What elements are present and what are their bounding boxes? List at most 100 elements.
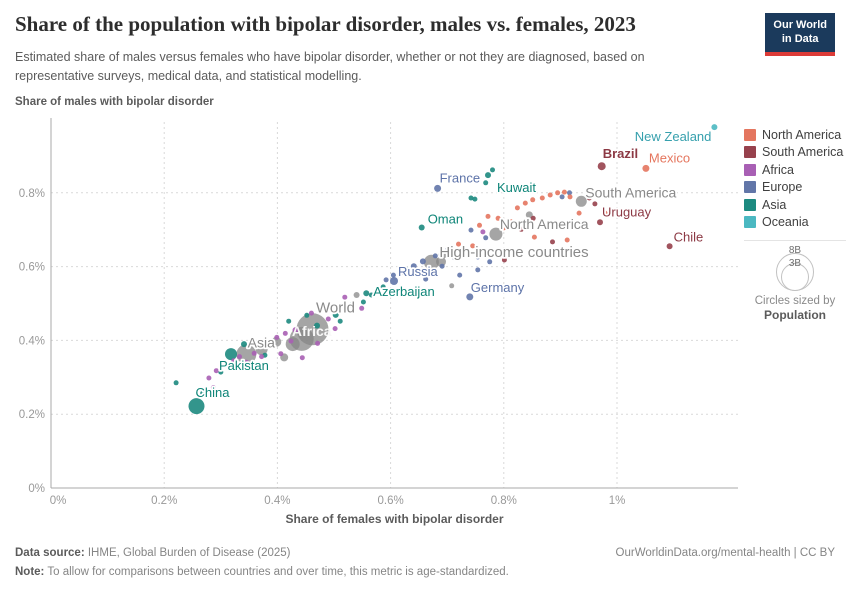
data-point-n_america[interactable] [501,225,507,231]
data-point-s_america[interactable] [501,257,507,263]
data-point-africa[interactable] [315,340,321,346]
data-point-n_america[interactable] [485,213,491,219]
legend-item-south-america[interactable]: South America [744,144,846,162]
data-point-africa[interactable] [220,362,225,368]
data-point-s_america[interactable] [550,239,555,245]
data-point-chile[interactable] [666,243,673,250]
data-point-agg[interactable] [271,336,282,347]
data-point-agg[interactable] [525,211,533,219]
data-point-agg[interactable] [449,283,455,289]
data-point-africa[interactable] [480,229,486,235]
legend-item-oceania[interactable]: Oceania [744,214,846,232]
data-point-asia[interactable] [380,284,386,290]
data-point-n_america[interactable] [576,210,582,216]
data-point-africa[interactable] [210,385,216,391]
data-point-asia[interactable] [360,299,366,305]
data-point-asia[interactable] [173,380,179,386]
data-point-africa[interactable] [237,354,242,360]
data-point-asia[interactable] [368,292,374,298]
owid-logo[interactable]: Our World in Data [765,13,835,56]
data-point-africa[interactable] [308,310,314,316]
data-point-africa[interactable] [243,359,249,365]
data-point-asia[interactable] [468,195,474,201]
data-point-europe[interactable] [419,258,426,265]
data-point-asia[interactable] [472,196,478,202]
data-point-asia[interactable] [218,369,224,375]
data-point-north-america[interactable] [489,227,503,241]
data-point-asia[interactable] [200,390,206,396]
data-point-africa[interactable] [274,334,280,340]
data-point-africa[interactable] [292,327,299,334]
data-point-n_america[interactable] [495,215,501,221]
data-point-europe[interactable] [432,253,438,259]
data-point-europe[interactable] [452,255,458,261]
data-point-europe[interactable] [383,277,389,283]
data-point-asia[interactable] [483,180,489,186]
data-point-asia[interactable] [236,344,257,365]
data-point-europe[interactable] [475,254,481,260]
data-point-asia[interactable] [235,365,241,371]
data-point-europe[interactable] [567,190,572,196]
data-point-europe[interactable] [423,276,429,282]
data-point-asia[interactable] [332,311,339,318]
data-point-europe[interactable] [457,272,463,278]
data-point-n_america[interactable] [522,200,528,206]
data-point-asia[interactable] [241,341,247,348]
data-point-africa[interactable] [325,316,331,322]
data-point-germany[interactable] [466,293,474,301]
data-point-asia[interactable] [490,167,495,173]
data-point-europe[interactable] [390,272,396,278]
owid-citation-link[interactable]: OurWorldinData.org/mental-health | CC BY [615,547,835,559]
data-point-europe[interactable] [399,268,406,275]
data-point-europe[interactable] [445,247,451,253]
data-point-new-zealand[interactable] [711,124,718,131]
data-point-africa[interactable] [231,358,237,364]
data-point-asia[interactable] [250,338,256,344]
data-point-n_america[interactable] [514,205,520,211]
data-point-s_america[interactable] [586,195,592,201]
data-point-n_america[interactable] [470,243,476,249]
data-point-n_america[interactable] [547,192,553,198]
data-point-russia[interactable] [390,277,398,285]
data-point-n_america[interactable] [477,222,482,228]
data-point-europe[interactable] [439,263,445,269]
legend-item-asia[interactable]: Asia [744,196,846,214]
data-point-europe[interactable] [468,227,474,233]
data-point-africa[interactable] [359,305,365,311]
data-point-africa[interactable] [278,351,284,357]
data-point-asia[interactable] [286,318,292,324]
data-point-pakistan[interactable] [225,348,237,361]
data-point-azerbaijan[interactable] [363,290,370,297]
data-point-n_america[interactable] [602,210,608,216]
data-point-europe[interactable] [483,235,489,241]
data-point-africa[interactable] [342,294,348,300]
data-point-europe[interactable] [475,267,481,273]
data-point-n_america[interactable] [539,195,545,201]
data-point-africa[interactable] [299,355,305,361]
legend-item-north-america[interactable]: North America [744,126,846,144]
data-point-europe[interactable] [487,259,493,265]
data-point-n_america[interactable] [456,241,461,247]
data-point-africa[interactable] [206,375,212,381]
data-point-high-income-countries[interactable] [423,254,439,270]
data-point-south-america[interactable] [575,195,587,207]
data-point-n_america[interactable] [561,189,567,195]
data-point-europe[interactable] [410,263,417,270]
data-point-n_america[interactable] [530,197,536,203]
data-point-asia[interactable] [349,302,354,308]
data-point-brazil[interactable] [597,162,606,171]
data-point-africa[interactable] [251,350,257,356]
data-point-asia[interactable] [304,312,310,318]
legend-item-africa[interactable]: Africa [744,161,846,179]
data-point-asia[interactable] [403,266,409,272]
data-point-africa[interactable] [259,354,265,360]
data-point-africa[interactable] [213,368,219,374]
data-point-s_america[interactable] [592,201,598,207]
data-point-n_america[interactable] [508,219,514,225]
data-point-s_america[interactable] [518,226,524,232]
data-point-china[interactable] [188,398,205,415]
legend-item-europe[interactable]: Europe [744,179,846,197]
data-point-kuwait[interactable] [485,172,491,179]
data-point-oman[interactable] [418,224,425,231]
data-point-mexico[interactable] [642,164,650,172]
